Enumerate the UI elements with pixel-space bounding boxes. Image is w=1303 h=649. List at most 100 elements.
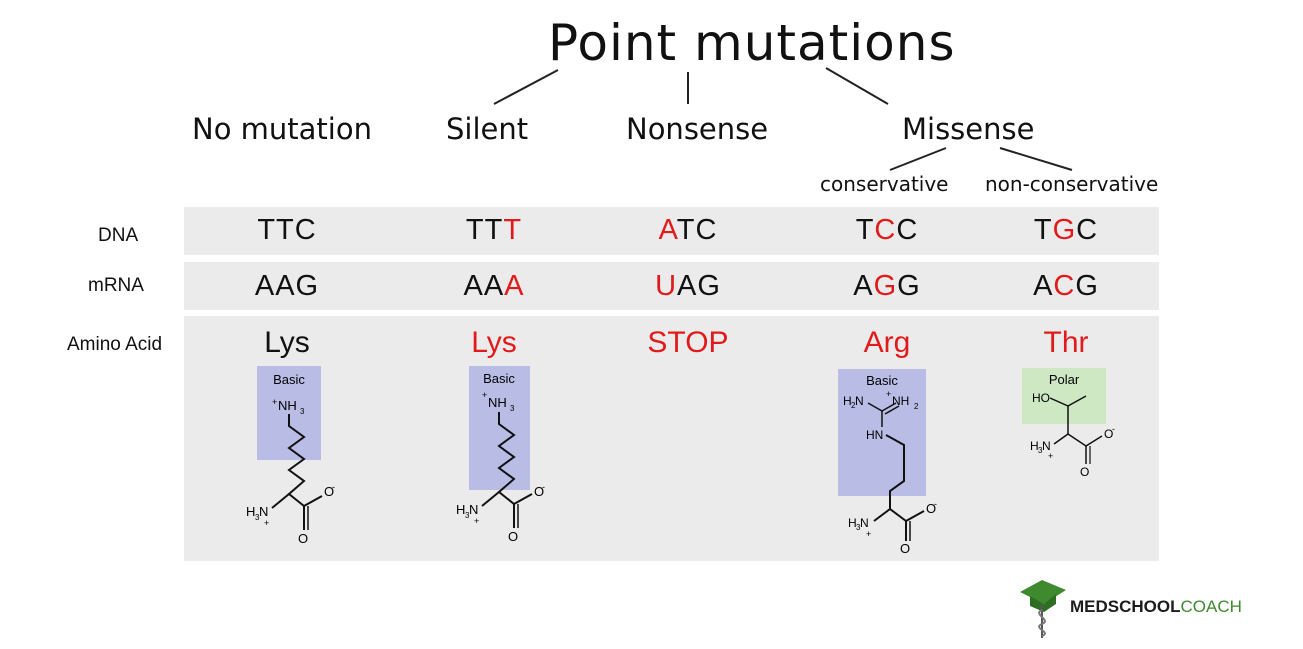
graduation-cap-caduceus-icon <box>1020 580 1066 638</box>
amino-acid-name: STOP <box>647 326 729 359</box>
svg-text:O: O <box>508 529 518 544</box>
tree-connectors <box>493 67 1073 171</box>
category-nonsense: Nonsense <box>626 112 769 146</box>
dna-codon: ATC <box>613 214 763 247</box>
svg-text:O: O <box>1104 427 1113 441</box>
svg-text:3: 3 <box>465 511 470 520</box>
lysine-structure: Basic + NH 3 O - O H 3 N + <box>246 366 335 546</box>
mutated-base: C <box>1053 270 1076 302</box>
property-label: Basic <box>273 372 305 387</box>
dna-codon: TCC <box>812 214 962 247</box>
mutated-base: C <box>874 214 897 246</box>
diagram-title: Point mutations <box>548 14 956 72</box>
svg-text:O: O <box>900 541 910 556</box>
svg-text:+: + <box>482 390 487 400</box>
lysine-structure: Basic + NH 3 O - O H 3 N + <box>456 366 545 544</box>
svg-text:+: + <box>474 516 479 526</box>
base: AA <box>463 270 505 302</box>
svg-text:O: O <box>534 484 544 499</box>
mrna-row-band <box>184 262 1159 310</box>
base: TTC <box>257 214 317 246</box>
svg-text:N: N <box>469 502 478 517</box>
amino-acid-name: Arg <box>863 326 911 359</box>
row-label-dna: DNA <box>98 225 139 246</box>
category-silent: Silent <box>446 112 529 146</box>
dna-row-band <box>184 207 1159 255</box>
svg-text:NH: NH <box>278 398 297 413</box>
svg-text:HO: HO <box>1032 391 1050 405</box>
brand-logo-text: MEDSCHOOLCOACH <box>1070 597 1242 616</box>
row-label-amino-acid: Amino Acid <box>67 334 163 355</box>
row-label-mrna: mRNA <box>88 275 144 296</box>
svg-text:O: O <box>926 501 936 516</box>
dna-codon: TTC <box>212 214 362 247</box>
svg-text:N: N <box>259 504 268 519</box>
svg-text:H N: H N <box>843 394 864 408</box>
mrna-codon: AAA <box>419 270 569 303</box>
mutated-base: A <box>504 270 525 302</box>
base: G <box>897 270 921 302</box>
missense-non-conservative-label: non-conservative <box>985 172 1159 196</box>
mrna-codon: AAG <box>212 270 362 303</box>
amino-acid-name: Thr <box>1043 326 1089 359</box>
mutated-base: G <box>1052 214 1077 246</box>
svg-text:O: O <box>324 484 334 499</box>
base: C <box>1076 214 1099 246</box>
svg-text:HN: HN <box>866 428 883 442</box>
mrna-codon: ACG <box>991 270 1141 303</box>
svg-text:O: O <box>298 531 308 546</box>
svg-text:-: - <box>542 482 545 492</box>
svg-text:+: + <box>866 529 871 539</box>
mutated-base: T <box>503 214 523 246</box>
base: AAG <box>254 270 320 302</box>
svg-text:3: 3 <box>510 404 515 413</box>
dna-codon: TTT <box>419 214 569 247</box>
property-label: Polar <box>1049 372 1080 387</box>
svg-text:NH: NH <box>892 394 909 408</box>
amino-acid-row-band <box>184 316 1159 561</box>
base: TC <box>676 214 718 246</box>
mrna-codon: AGG <box>812 270 962 303</box>
svg-text:H: H <box>456 502 465 517</box>
svg-text:O: O <box>1080 465 1089 479</box>
base: C <box>896 214 919 246</box>
svg-text:3: 3 <box>856 523 861 532</box>
mutated-base: G <box>873 270 898 302</box>
svg-text:2: 2 <box>851 401 856 410</box>
svg-text:H N: H N <box>1030 439 1051 453</box>
svg-text:-: - <box>332 482 335 492</box>
amino-acid-name: Lys <box>264 326 310 359</box>
base: T <box>1033 214 1053 246</box>
property-label: Basic <box>483 371 515 386</box>
amino-acid-name: Lys <box>471 326 517 359</box>
svg-text:-: - <box>934 499 937 509</box>
base: A <box>853 270 874 302</box>
svg-text:+: + <box>272 397 277 407</box>
svg-text:3: 3 <box>1038 446 1043 455</box>
svg-text:-: - <box>1112 424 1115 434</box>
dna-codon: TGC <box>991 214 1141 247</box>
mutated-base: A <box>658 214 677 246</box>
svg-text:3: 3 <box>255 513 260 522</box>
svg-text:+: + <box>1048 451 1053 461</box>
mrna-codon: UAG <box>613 270 763 303</box>
base: A <box>1033 270 1054 302</box>
property-label: Basic <box>866 373 898 388</box>
arginine-structure: Basic H N 2 + NH 2 HN O - O H N 3 + <box>838 369 937 556</box>
mutated-base: U <box>655 270 678 302</box>
threonine-structure: Polar HO O - O H N 3 + <box>1022 368 1115 479</box>
svg-text:2: 2 <box>914 402 919 411</box>
base: AG <box>677 270 721 302</box>
missense-conservative-label: conservative <box>820 172 949 196</box>
category-missense: Missense <box>902 112 1035 146</box>
category-no-mutation: No mutation <box>192 112 372 146</box>
base: G <box>1075 270 1099 302</box>
svg-text:H N: H N <box>848 516 869 530</box>
svg-text:3: 3 <box>300 407 305 416</box>
base: T <box>855 214 875 246</box>
base: TT <box>465 214 504 246</box>
svg-text:+: + <box>264 518 269 528</box>
svg-text:H: H <box>246 504 255 519</box>
svg-text:+: + <box>886 389 891 399</box>
svg-text:NH: NH <box>488 395 507 410</box>
